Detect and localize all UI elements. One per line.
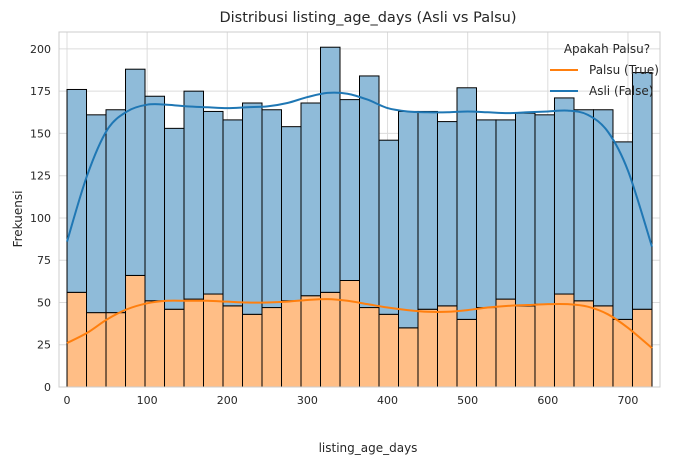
bar-palsu (417, 308, 438, 388)
chart-title: Distribusi listing_age_days (Asli vs Pal… (219, 10, 516, 26)
x-tick-label: 700 (617, 394, 638, 407)
bar-asli (105, 109, 127, 314)
bar-asli (436, 121, 458, 307)
bar-asli (144, 95, 166, 302)
bar-asli (475, 119, 497, 309)
y-tick-label: 75 (37, 254, 51, 267)
bar-palsu (66, 291, 88, 388)
x-tick-label: 0 (64, 394, 71, 407)
bar-asli (319, 46, 341, 293)
bar-palsu (183, 298, 205, 388)
kde-line-palsu (66, 298, 653, 349)
bar-asli (183, 90, 205, 300)
bar-palsu (105, 312, 127, 388)
legend-title: Apakah Palsu? (564, 42, 650, 56)
bar-asli (339, 99, 361, 281)
bar-asli (534, 114, 555, 305)
bar-palsu (242, 313, 263, 388)
y-tick-label: 100 (30, 212, 51, 225)
bar-palsu (222, 305, 244, 388)
bar-palsu (339, 280, 361, 388)
bar-palsu (553, 293, 575, 388)
bar-palsu (144, 300, 166, 388)
bar-asli (495, 119, 516, 300)
bar-asli (242, 102, 263, 315)
x-tick-label: 100 (137, 394, 158, 407)
y-tick-label: 25 (37, 339, 51, 352)
bar-asli (261, 109, 283, 309)
legend: Apakah Palsu? Palsu (True) Asli (False) (550, 42, 659, 98)
y-axis-label: Frekuensi (11, 191, 25, 248)
bar-asli (86, 114, 107, 314)
bar-palsu (436, 305, 458, 388)
bar-palsu (164, 308, 185, 388)
bar-palsu (475, 307, 497, 388)
bar-asli (203, 110, 224, 295)
kde-lines (66, 91, 653, 349)
bar-asli (398, 110, 419, 329)
bar-asli (592, 109, 614, 307)
bar-asli (417, 110, 438, 310)
bar-asli (300, 102, 321, 297)
legend-label-palsu: Palsu (True) (589, 63, 659, 77)
y-tick-label: 50 (37, 296, 51, 309)
bar-asli (222, 119, 244, 307)
bar-palsu (378, 313, 400, 388)
bar-palsu (534, 303, 555, 388)
y-tick-label: 150 (30, 127, 51, 140)
bar-palsu (398, 327, 419, 388)
histogram-bars (66, 46, 653, 388)
y-tick-label: 200 (30, 43, 51, 56)
bar-asli (359, 75, 380, 309)
bar-palsu (495, 298, 516, 388)
bar-asli (125, 68, 146, 276)
bar-asli (553, 97, 575, 295)
bar-palsu (319, 291, 341, 388)
bar-asli (514, 112, 536, 307)
bar-palsu (592, 305, 614, 388)
y-tick-label: 125 (30, 170, 51, 183)
kde-line-asli (66, 91, 653, 247)
bar-asli (164, 127, 185, 310)
x-tick-label: 500 (457, 394, 478, 407)
y-tick-label: 175 (30, 85, 51, 98)
x-tick-label: 200 (217, 394, 238, 407)
bar-asli (456, 87, 477, 320)
axes: 0 100 200 300 400 500 600 700 0 25 50 75 100 125 150 17… (30, 31, 661, 407)
bar-palsu (456, 318, 477, 388)
bar-asli (281, 126, 302, 302)
bar-asli (573, 109, 594, 302)
bar-palsu (203, 293, 224, 388)
bar-palsu (359, 307, 380, 388)
x-tick-label: 400 (377, 394, 398, 407)
legend-label-asli: Asli (False) (589, 84, 653, 98)
bar-palsu (86, 312, 107, 388)
bar-asli (378, 139, 400, 315)
x-tick-label: 600 (537, 394, 558, 407)
bar-asli (66, 88, 88, 293)
bar-palsu (514, 305, 536, 388)
y-tick-label: 0 (44, 381, 51, 394)
bar-palsu (631, 308, 653, 388)
x-axis-label: listing_age_days (319, 441, 418, 455)
bar-palsu (281, 300, 302, 388)
bar-palsu (125, 274, 146, 388)
plot-frame (58, 31, 661, 388)
bar-palsu (261, 307, 283, 388)
bar-palsu (573, 300, 594, 388)
bar-palsu (300, 295, 321, 388)
bar-asli (631, 72, 653, 310)
bar-asli (612, 141, 633, 320)
x-tick-label: 300 (297, 394, 318, 407)
